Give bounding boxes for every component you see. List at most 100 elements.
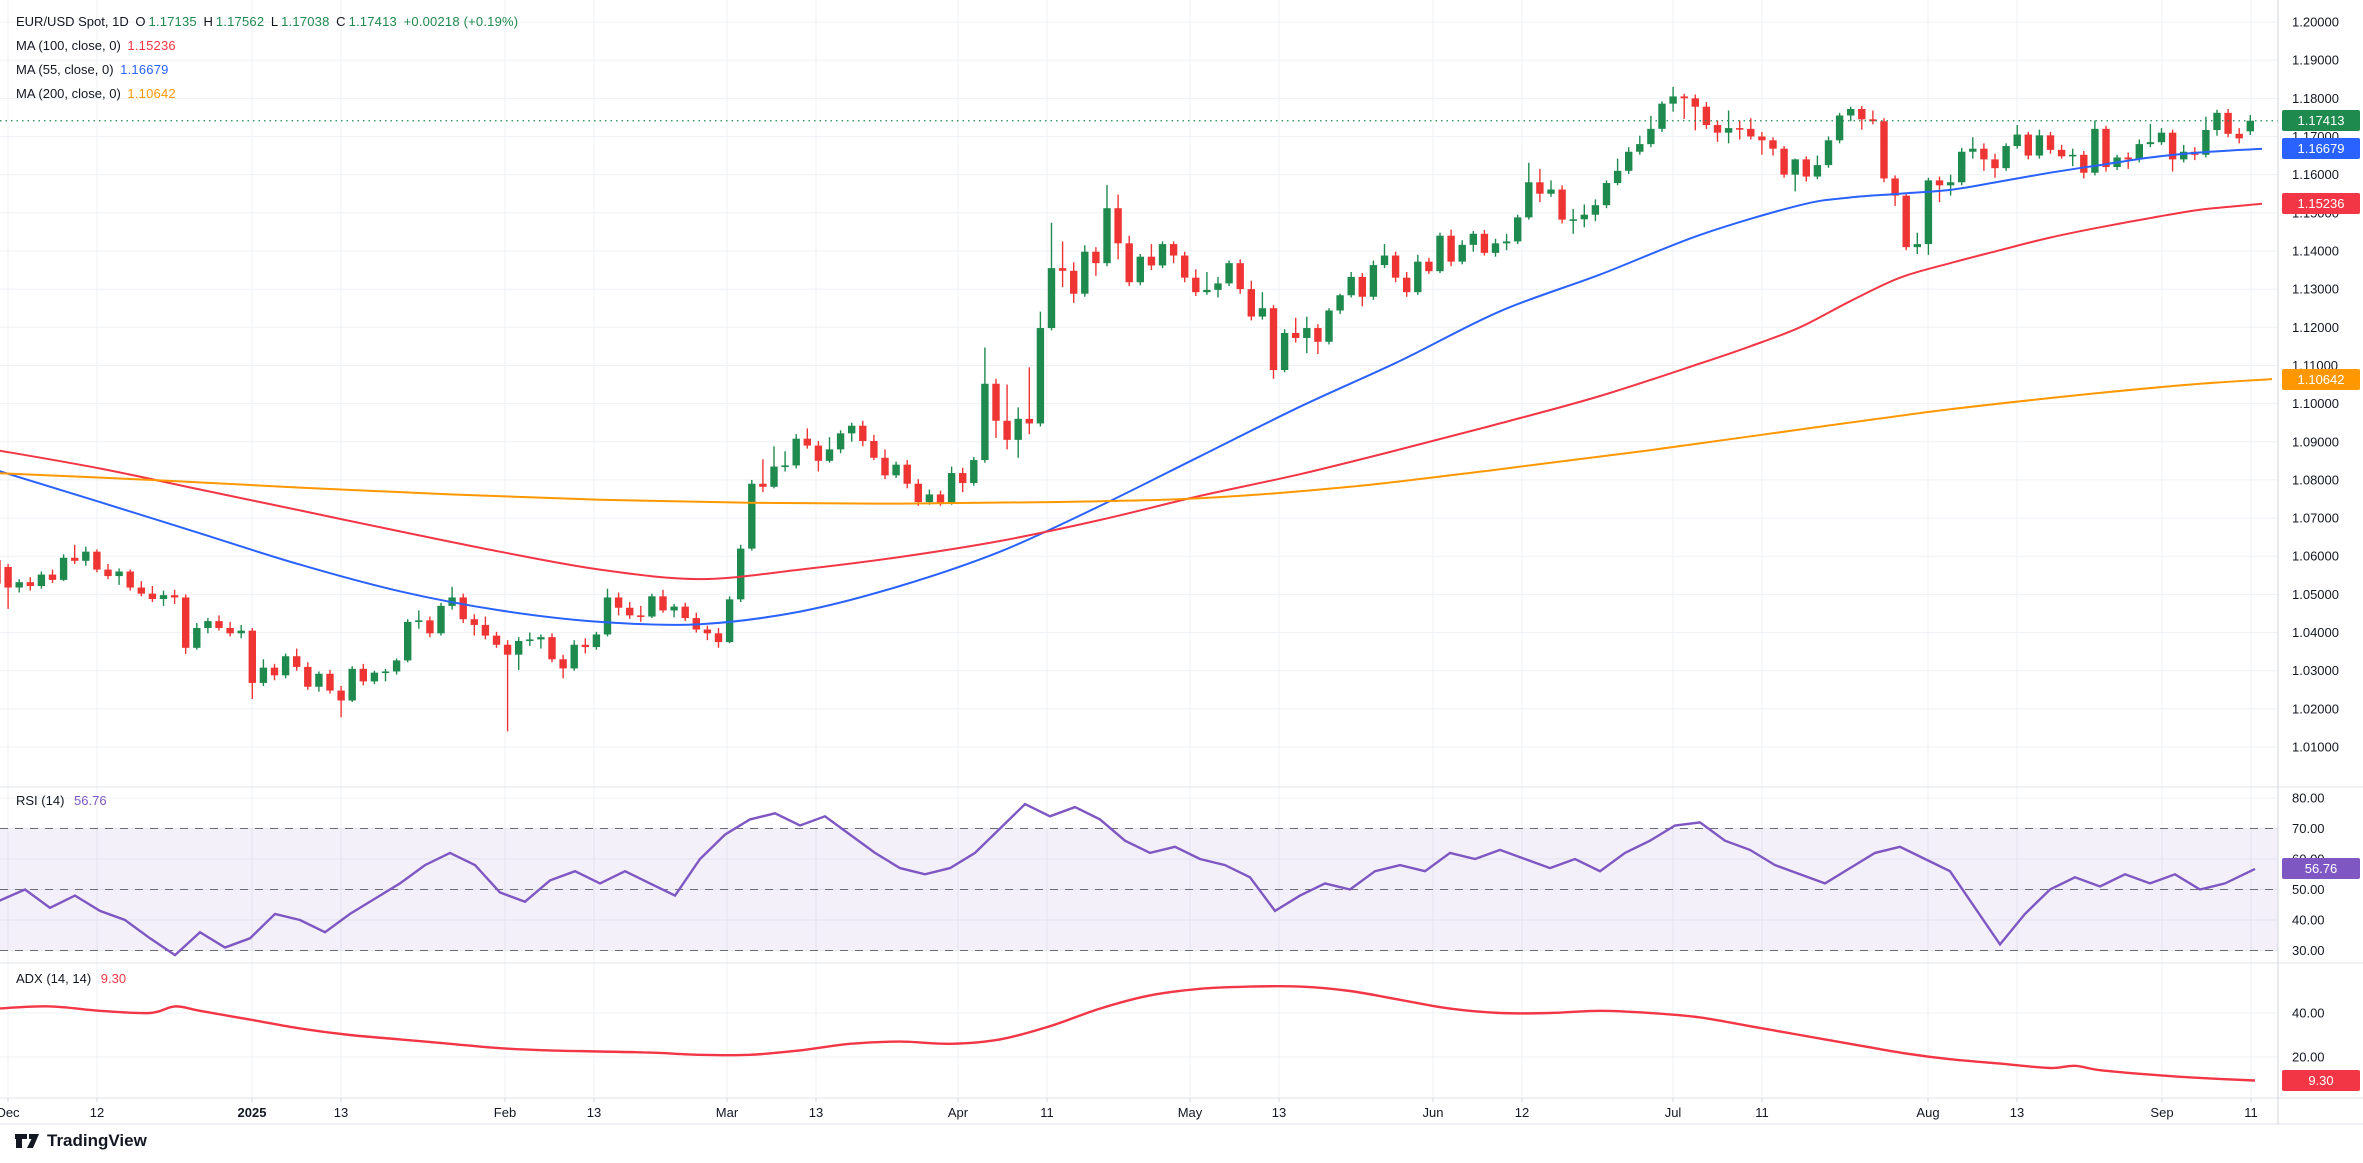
candle-body: [903, 464, 911, 484]
candle-body: [1103, 208, 1111, 264]
ma200-label: MA (200, close, 0): [16, 86, 121, 101]
candle-body: [437, 605, 445, 634]
candle-body: [1236, 263, 1244, 290]
candle-body: [26, 582, 34, 587]
candle-body: [1092, 251, 1100, 264]
candle-body: [1358, 276, 1366, 297]
ohlc-high-label: H: [203, 14, 213, 29]
adx-axis-label: 40.00: [2292, 1006, 2325, 1021]
candle-body: [1225, 263, 1233, 284]
candle-body: [1913, 244, 1921, 248]
candle-body: [2124, 157, 2132, 160]
tradingview-watermark[interactable]: TradingView: [14, 1131, 147, 1151]
candle-body: [792, 438, 800, 466]
candle-body: [637, 615, 645, 617]
adx-value: 9.30: [100, 971, 127, 986]
adx-line: [0, 984, 2256, 1082]
candle-body: [237, 630, 245, 634]
candle-body: [1025, 418, 1033, 424]
candle-body: [1502, 241, 1511, 244]
candle-body: [737, 548, 745, 600]
candle-body: [115, 571, 123, 577]
candle-body: [404, 621, 412, 661]
candle-body: [193, 627, 201, 648]
candle-body: [1680, 96, 1688, 99]
ma-line: [0, 202, 2263, 581]
candle-body: [1625, 151, 1633, 171]
time-axis[interactable]: Dec 12 2025 13 Feb 13 Mar 13 Apr 11 May 13 Jun 12 Jul 1…: [0, 1098, 2258, 1120]
candle-body: [1214, 283, 1222, 290]
candle-body: [348, 668, 356, 701]
candle-body: [481, 624, 490, 636]
rsi-label: RSI (14): [16, 793, 65, 808]
ohlc-close-label: C: [336, 14, 346, 29]
rsi-axis-label: 50.00: [2292, 882, 2325, 897]
moving-averages: [0, 147, 2273, 626]
candle-body: [1824, 140, 1833, 166]
candle-body: [337, 690, 345, 701]
candle-body: [415, 620, 423, 622]
candle-body: [603, 597, 612, 635]
candle-body: [859, 425, 867, 441]
candle-body: [359, 668, 367, 682]
candle-body: [159, 595, 168, 599]
candle-body: [825, 449, 834, 461]
candle-body: [1480, 233, 1489, 253]
candle-body: [2080, 154, 2088, 173]
ma100-label: MA (100, close, 0): [16, 38, 121, 53]
candle-body: [370, 672, 379, 682]
candle-body: [37, 574, 46, 587]
price-axis-label: 1.04000: [2292, 625, 2339, 640]
candle-body: [1880, 121, 1888, 179]
candle-body: [2180, 151, 2188, 160]
price-axis[interactable]: 1.200001.190001.180001.170001.160001.150…: [2292, 15, 2339, 1065]
price-axis-label: 1.06000: [2292, 549, 2339, 564]
candle-body: [2057, 149, 2066, 157]
candle-body: [170, 595, 179, 598]
candle-body: [1447, 235, 1455, 262]
ma55-value: 1.16679: [120, 62, 169, 77]
candle-body: [1869, 119, 1877, 122]
candle-body: [1569, 219, 1577, 221]
candle-body: [703, 629, 712, 634]
candle-body: [1391, 255, 1400, 278]
ma-line: [0, 378, 2273, 505]
candle-body: [1547, 189, 1555, 194]
time-axis-label: 11: [1755, 1105, 1769, 1120]
candle-body: [1014, 418, 1022, 440]
axis-badge-9.30: 9.30: [2282, 1070, 2360, 1092]
main-legend: EUR/USD Spot, 1D O 1.17135 H 1.17562 L 1.17…: [16, 10, 521, 106]
candle-body: [2091, 128, 2099, 173]
tradingview-logo-icon: [14, 1131, 40, 1151]
rsi-value: 56.76: [74, 793, 107, 808]
candle-body: [1491, 243, 1500, 253]
candle-body: [1269, 308, 1278, 371]
candle-body: [1403, 277, 1411, 293]
candle-body: [626, 607, 634, 616]
candle-body: [2168, 132, 2177, 160]
adx-legend: ADX (14, 14) 9.30: [16, 971, 132, 986]
candle-body: [1702, 106, 1711, 126]
candle-body: [1114, 208, 1122, 244]
candle-body: [1958, 151, 1966, 183]
candle-body: [781, 465, 789, 468]
candle-body: [1858, 109, 1866, 120]
time-axis-label: Feb: [494, 1105, 516, 1120]
candle-body: [1736, 128, 1744, 130]
candle-body: [93, 551, 101, 570]
adx-label: ADX (14, 14): [16, 971, 92, 986]
candle-body: [1303, 328, 1311, 338]
candle-body: [992, 383, 1000, 421]
ma200-value: 1.10642: [127, 86, 176, 101]
candle-body: [1314, 328, 1322, 342]
candle-body: [259, 667, 268, 683]
candle-body: [1713, 125, 1722, 133]
candle-body: [947, 473, 956, 503]
price-axis-label: 1.09000: [2292, 434, 2339, 449]
candle-body: [2013, 134, 2021, 147]
candle-body: [581, 644, 589, 648]
candlestick-series[interactable]: [0, 86, 2254, 732]
candle-body: [848, 425, 856, 434]
ohlc-low-value: 1.17038: [281, 14, 330, 29]
